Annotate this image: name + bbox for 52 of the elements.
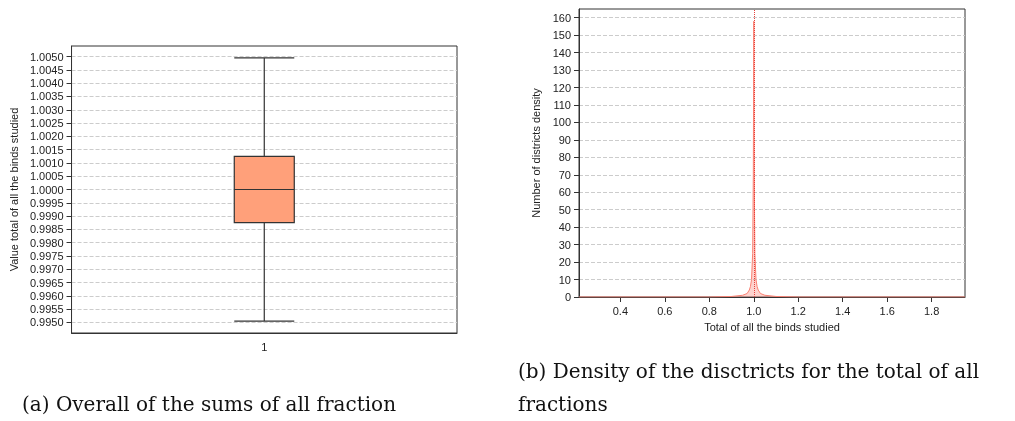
- y-tick-label: 130: [552, 64, 571, 77]
- y-tick-label: 1.0020: [29, 130, 64, 143]
- y-tick-label: 1.0050: [29, 50, 64, 63]
- y-tick-label: 0.9990: [29, 210, 64, 223]
- y-tick-label: 1.0040: [29, 77, 64, 90]
- y-tick-label: 0.9955: [29, 303, 64, 316]
- y-tick-label: 0.9985: [29, 223, 64, 236]
- y-tick-label: 0: [564, 291, 571, 303]
- y-tick-label: 30: [558, 238, 571, 251]
- y-tick-label: 1.0005: [29, 170, 64, 183]
- x-tick-label: 1.6: [879, 304, 895, 317]
- y-axis-title: Number of districts density: [530, 87, 543, 218]
- y-tick-label: 0.9950: [29, 316, 64, 329]
- y-tick-label: 1.0045: [29, 63, 64, 76]
- text: (b) Density of the disctricts for the total of all fractions: [518, 358, 981, 418]
- y-tick-label: 1.0015: [29, 143, 64, 156]
- x-tick-label: 1.0: [746, 304, 762, 317]
- y-tick-label: 50: [558, 203, 571, 216]
- y-axis-title: Value total of all the binds studied: [7, 107, 20, 272]
- y-tick-label: 0.9975: [29, 249, 64, 262]
- y-tick-label: 90: [558, 133, 571, 146]
- y-tick-label: 140: [552, 46, 571, 59]
- x-tick-label: 1: [261, 340, 268, 353]
- x-tick-label: 0.8: [701, 304, 717, 317]
- x-axis-title: Total of all the binds studied: [704, 320, 840, 333]
- y-tick-label: 10: [558, 273, 571, 286]
- x-tick-label: 0.6: [657, 304, 673, 317]
- y-tick-label: 1.0010: [29, 156, 64, 169]
- y-tick-label: 160: [552, 11, 571, 24]
- x-tick-label: 1.4: [835, 304, 851, 317]
- x-tick-label: 1.8: [924, 304, 940, 317]
- y-tick-label: 0.9995: [29, 196, 64, 209]
- y-tick-label: 120: [552, 81, 571, 94]
- y-tick-label: 1.0025: [29, 117, 64, 130]
- y-tick-label: 20: [558, 256, 571, 269]
- y-tick-label: 70: [558, 168, 571, 181]
- y-tick-label: 0.9965: [29, 276, 64, 289]
- y-tick-label: 40: [558, 221, 571, 234]
- y-tick-label: 1.0000: [29, 183, 64, 196]
- text: (a) Overall of the sums of all fraction: [22, 391, 397, 418]
- y-tick-label: 1.0030: [29, 103, 64, 116]
- y-tick-label: 80: [558, 151, 571, 164]
- y-tick-label: 0.9980: [29, 236, 64, 249]
- y-tick-label: 150: [552, 29, 571, 42]
- y-tick-label: 60: [558, 186, 571, 199]
- y-tick-label: 1.0035: [29, 90, 64, 103]
- y-tick-label: 0.9960: [29, 289, 64, 302]
- y-tick-label: 0.9970: [29, 263, 64, 276]
- y-tick-label: 100: [552, 116, 571, 129]
- x-tick-label: 0.4: [612, 304, 629, 317]
- y-tick-label: 110: [553, 99, 571, 111]
- x-tick-label: 1.2: [790, 304, 806, 317]
